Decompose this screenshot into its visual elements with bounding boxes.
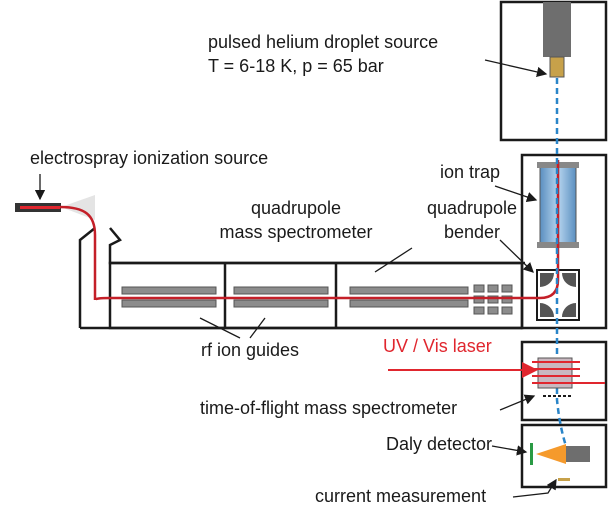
droplet-beam bbox=[555, 78, 570, 453]
label: rf ion guides bbox=[201, 340, 299, 360]
vacuum-chambers bbox=[78, 0, 608, 489]
label: current measurement bbox=[315, 486, 486, 506]
label: mass spectrometer bbox=[219, 222, 372, 242]
label: UV / Vis laser bbox=[383, 336, 492, 356]
daly-detector bbox=[530, 443, 590, 481]
label: Daly detector bbox=[386, 434, 492, 454]
label: quadrupole bbox=[427, 198, 517, 218]
leader-lines bbox=[34, 59, 557, 498]
quadrupole-bender bbox=[536, 269, 580, 321]
label: electrospray ionization source bbox=[30, 148, 268, 168]
label: T = 6-18 K, p = 65 bar bbox=[208, 56, 384, 76]
ion-path bbox=[59, 160, 560, 301]
label: bender bbox=[444, 222, 500, 242]
label: time-of-flight mass spectrometer bbox=[200, 398, 457, 418]
rf-guides bbox=[121, 284, 513, 315]
label: quadrupole bbox=[251, 198, 341, 218]
droplet-source bbox=[543, 2, 571, 78]
tof bbox=[532, 357, 580, 397]
esi-needle bbox=[15, 195, 95, 220]
label: ion trap bbox=[440, 162, 500, 182]
label: pulsed helium droplet source bbox=[208, 32, 438, 52]
